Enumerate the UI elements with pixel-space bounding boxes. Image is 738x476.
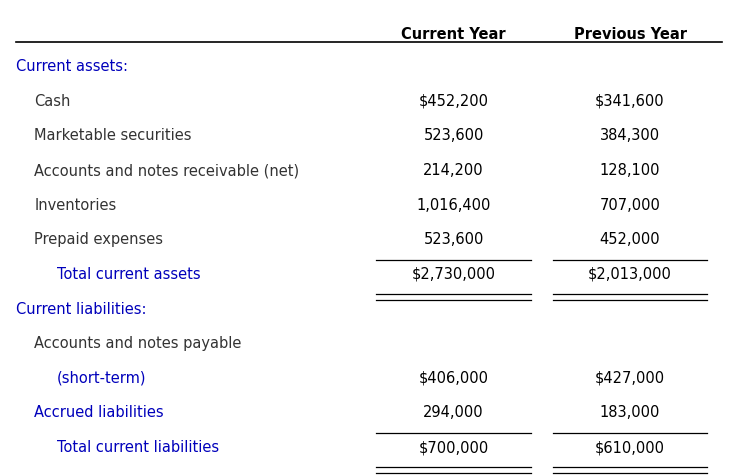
Text: Prepaid expenses: Prepaid expenses	[35, 232, 164, 247]
Text: $2,730,000: $2,730,000	[412, 267, 495, 281]
Text: 1,016,400: 1,016,400	[416, 198, 491, 212]
Text: 384,300: 384,300	[600, 128, 660, 143]
Text: 523,600: 523,600	[424, 128, 483, 143]
Text: 707,000: 707,000	[599, 198, 661, 212]
Text: (short-term): (short-term)	[57, 370, 146, 385]
Text: $341,600: $341,600	[595, 94, 665, 109]
Text: Accrued liabilities: Accrued liabilities	[35, 405, 164, 419]
Text: 294,000: 294,000	[423, 405, 484, 419]
Text: $610,000: $610,000	[595, 439, 665, 454]
Text: 128,100: 128,100	[600, 163, 661, 178]
Text: 214,200: 214,200	[423, 163, 484, 178]
Text: 523,600: 523,600	[424, 232, 483, 247]
Text: Accounts and notes receivable (net): Accounts and notes receivable (net)	[35, 163, 300, 178]
Text: 183,000: 183,000	[600, 405, 661, 419]
Text: 452,000: 452,000	[600, 232, 661, 247]
Text: Total current liabilities: Total current liabilities	[57, 439, 218, 454]
Text: Cash: Cash	[35, 94, 71, 109]
Text: Inventories: Inventories	[35, 198, 117, 212]
Text: Previous Year: Previous Year	[573, 28, 686, 42]
Text: $452,200: $452,200	[418, 94, 489, 109]
Text: Accounts and notes payable: Accounts and notes payable	[35, 336, 242, 350]
Text: Marketable securities: Marketable securities	[35, 128, 192, 143]
Text: Current liabilities:: Current liabilities:	[16, 301, 147, 316]
Text: $2,013,000: $2,013,000	[588, 267, 672, 281]
Text: $427,000: $427,000	[595, 370, 665, 385]
Text: $406,000: $406,000	[418, 370, 489, 385]
Text: Current Year: Current Year	[401, 28, 506, 42]
Text: Total current assets: Total current assets	[57, 267, 200, 281]
Text: $700,000: $700,000	[418, 439, 489, 454]
Text: Current assets:: Current assets:	[16, 59, 128, 74]
